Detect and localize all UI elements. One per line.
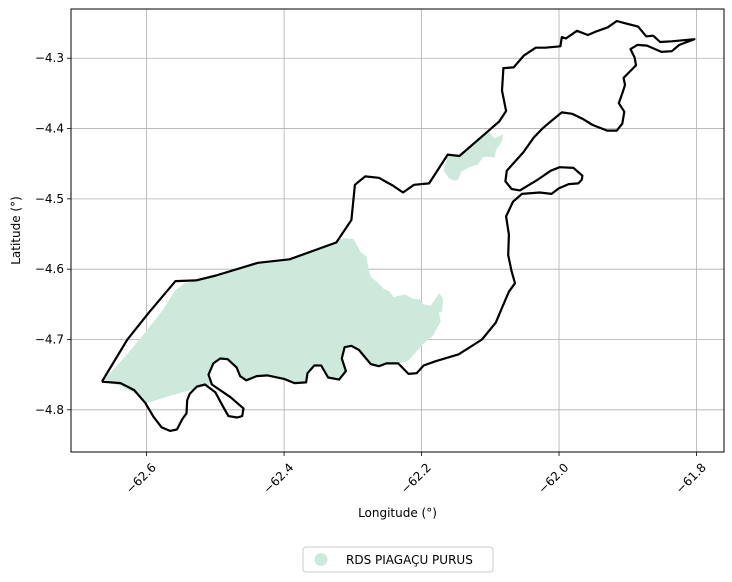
legend-marker	[314, 553, 328, 566]
reserve-fill-polygon	[101, 238, 443, 403]
legend-box	[302, 546, 494, 573]
y-axis-label: Latitude (°)	[9, 196, 23, 265]
y-tick-label: −4.4	[35, 122, 64, 136]
x-axis-ticks: −62.6 −62.4 −62.2 −62.0 −61.8	[123, 452, 709, 496]
boundary-line	[100, 19, 696, 432]
reserve-fill-polygon	[443, 131, 504, 181]
x-axis-label: Longitude (°)	[358, 506, 437, 520]
y-tick-label: −4.5	[35, 192, 64, 206]
y-tick-label: −4.8	[35, 403, 64, 417]
reserve-boundary-outline	[100, 19, 696, 432]
x-tick-label: −62.6	[123, 460, 159, 496]
grid-lines	[71, 9, 724, 452]
x-tick-label: −61.8	[673, 460, 709, 496]
x-tick-label: −62.4	[261, 460, 297, 496]
y-tick-label: −4.3	[35, 51, 64, 65]
plot-frame	[70, 8, 725, 453]
y-tick-label: −4.6	[35, 262, 64, 276]
reserve-area-fill	[101, 131, 504, 403]
x-tick-label: −62.2	[398, 460, 434, 496]
x-tick-label: −62.0	[535, 460, 571, 496]
legend: RDS PIAGAÇU PURUS	[302, 546, 494, 573]
y-axis-ticks: −4.3 −4.4 −4.5 −4.6 −4.7 −4.8	[35, 51, 71, 417]
y-tick-label: −4.7	[35, 332, 64, 346]
legend-label: RDS PIAGAÇU PURUS	[346, 553, 473, 567]
